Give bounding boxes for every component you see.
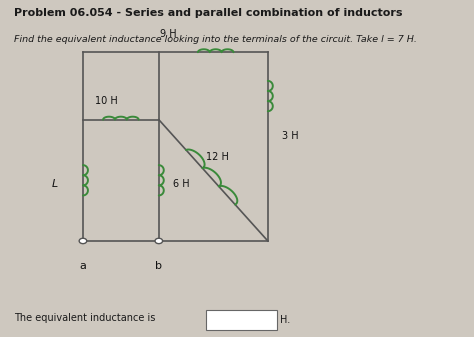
Circle shape [79, 238, 87, 244]
Text: H.: H. [280, 315, 290, 325]
Text: 3 H: 3 H [282, 131, 299, 142]
Text: The equivalent inductance is: The equivalent inductance is [14, 313, 155, 324]
Text: Problem 06.054 - Series and parallel combination of inductors: Problem 06.054 - Series and parallel com… [14, 8, 403, 19]
Text: 10 H: 10 H [95, 96, 118, 106]
Text: 6 H: 6 H [173, 179, 190, 189]
Text: 12 H: 12 H [206, 152, 229, 162]
Text: b: b [155, 261, 162, 271]
Text: Find the equivalent inductance looking into the terminals of the circuit. Take l: Find the equivalent inductance looking i… [14, 35, 417, 44]
FancyBboxPatch shape [206, 310, 277, 330]
Text: a: a [80, 261, 86, 271]
Circle shape [155, 238, 163, 244]
Text: 9 H: 9 H [160, 29, 177, 39]
Text: L: L [51, 179, 58, 189]
